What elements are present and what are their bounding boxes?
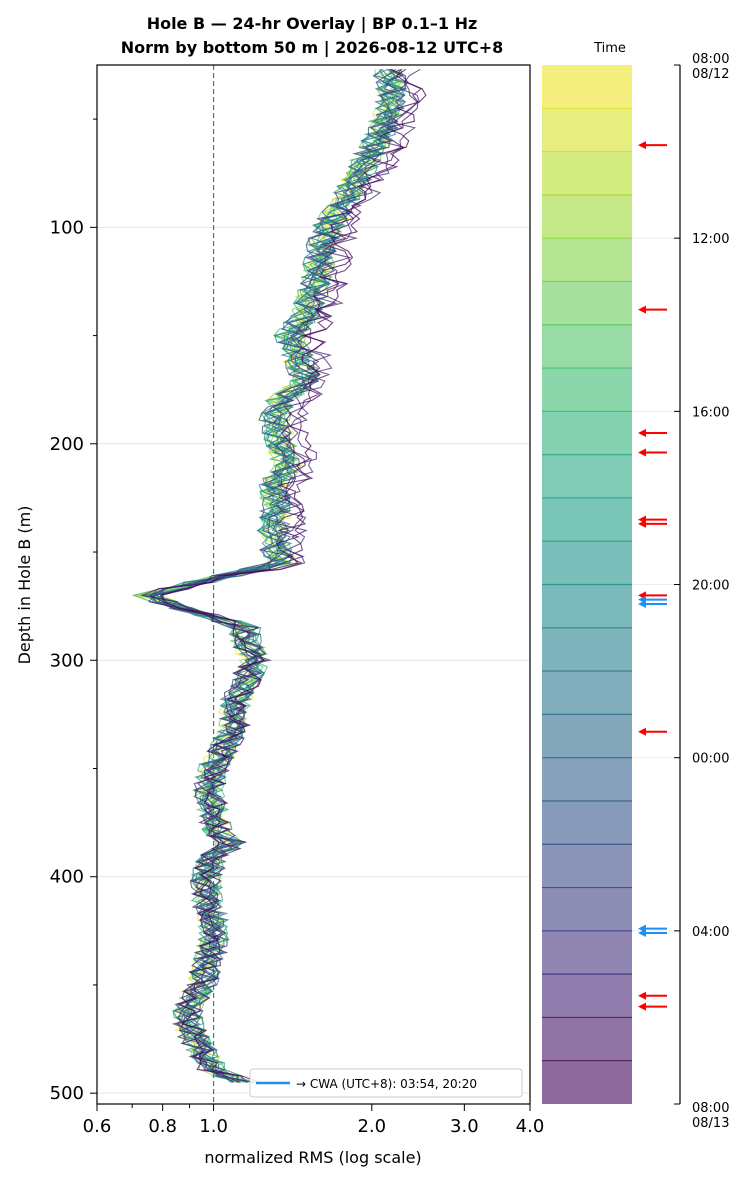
colorbar-band-15 bbox=[542, 714, 632, 758]
profile-curves bbox=[132, 68, 427, 1083]
series-line-17 bbox=[158, 68, 407, 1083]
event-arrow-red-7 bbox=[638, 727, 667, 736]
series-line-5 bbox=[140, 68, 400, 1083]
colorbar-band-22 bbox=[542, 1017, 632, 1061]
series-line-13 bbox=[153, 68, 407, 1083]
series-line-21 bbox=[148, 68, 421, 1083]
series-line-2 bbox=[139, 68, 404, 1083]
series-line-11 bbox=[150, 69, 406, 1083]
event-arrow-blue-1 bbox=[638, 599, 667, 608]
colorbar-band-21 bbox=[542, 974, 632, 1018]
colorbar-band-20 bbox=[542, 930, 632, 975]
colorbar-band-13 bbox=[542, 627, 632, 672]
event-arrow-red-8 bbox=[638, 991, 667, 1000]
x-axis: 0.6 0.8 1.0 2.0 3.0 4.0 bbox=[83, 1104, 545, 1137]
colorbar-band-1 bbox=[542, 108, 632, 152]
colorbar-band-0 bbox=[542, 65, 632, 109]
x-tick-label-2: 1.0 bbox=[199, 1116, 228, 1137]
series-line-3 bbox=[141, 68, 405, 1083]
series-line-14 bbox=[144, 68, 407, 1083]
series-line-15 bbox=[151, 68, 407, 1083]
event-arrow-red-0 bbox=[638, 141, 667, 150]
y-axis: 100 200 300 400 500 bbox=[50, 118, 97, 1104]
colorbar-band-23 bbox=[542, 1060, 632, 1104]
x-axis-label: normalized RMS (log scale) bbox=[204, 1148, 421, 1167]
series-line-0 bbox=[132, 68, 404, 1083]
colorbar-band-16 bbox=[542, 757, 632, 801]
x-tick-label-5: 4.0 bbox=[516, 1116, 545, 1137]
colorbar-tick-label-0: 08:00 08/12 bbox=[692, 52, 729, 82]
series-line-8 bbox=[155, 68, 403, 1083]
colorbar-tick-label-4: 00:00 bbox=[692, 752, 729, 767]
series-line-19 bbox=[160, 69, 406, 1083]
colorbar-band-7 bbox=[542, 368, 632, 412]
y-tick-label-1: 200 bbox=[50, 434, 84, 455]
series-line-23 bbox=[160, 68, 427, 1083]
colorbar-tick-label-3: 20:00 bbox=[692, 579, 729, 594]
event-arrow-red-9 bbox=[638, 1002, 667, 1011]
colorbar-band-14 bbox=[542, 671, 632, 715]
y-axis-label: Depth in Hole B (m) bbox=[15, 506, 34, 665]
colorbar-band-3 bbox=[542, 194, 632, 239]
y-tick-label-2: 300 bbox=[50, 650, 84, 671]
colorbar-band-12 bbox=[542, 584, 632, 628]
series-line-20 bbox=[148, 68, 420, 1083]
series-line-10 bbox=[149, 68, 402, 1083]
series-line-7 bbox=[146, 68, 402, 1083]
series-line-18 bbox=[161, 68, 398, 1083]
colorbar-tick-label-1: 12:00 bbox=[692, 232, 729, 247]
x-tick-label-1: 0.8 bbox=[148, 1116, 177, 1137]
x-tick-label-4: 3.0 bbox=[450, 1116, 479, 1137]
event-arrow-red-5 bbox=[638, 519, 667, 528]
series-line-6 bbox=[142, 69, 408, 1083]
series-line-12 bbox=[150, 69, 397, 1083]
colorbar bbox=[542, 65, 680, 1104]
colorbar-band-5 bbox=[542, 281, 632, 325]
colorbar-band-6 bbox=[542, 324, 632, 369]
colorbar-tick-label-6: 08:00 08/13 bbox=[692, 1101, 729, 1131]
series-line-16 bbox=[150, 68, 406, 1083]
series-line-1 bbox=[159, 69, 400, 1083]
event-arrow-red-3 bbox=[638, 448, 667, 457]
event-arrow-blue-3 bbox=[638, 928, 667, 937]
x-tick-label-0: 0.6 bbox=[83, 1116, 112, 1137]
x-tick-label-3: 2.0 bbox=[357, 1116, 386, 1137]
y-tick-label-3: 400 bbox=[50, 867, 84, 888]
event-arrow-red-1 bbox=[638, 305, 667, 314]
chart-title-line-1: Hole B — 24-hr Overlay | BP 0.1–1 Hz bbox=[147, 14, 478, 34]
colorbar-band-8 bbox=[542, 411, 632, 455]
colorbar-band-4 bbox=[542, 238, 632, 282]
legend-label: → CWA (UTC+8): 03:54, 20:20 bbox=[296, 1077, 477, 1091]
colorbar-band-17 bbox=[542, 800, 632, 845]
colorbar-band-9 bbox=[542, 454, 632, 498]
legend-box bbox=[249, 1068, 523, 1098]
colorbar-band-18 bbox=[542, 844, 632, 888]
colorbar-band-2 bbox=[542, 151, 632, 195]
colorbar-title: Time bbox=[593, 41, 626, 56]
plot-grid bbox=[97, 226, 530, 1094]
series-line-22 bbox=[140, 68, 423, 1083]
colorbar-band-10 bbox=[542, 497, 632, 542]
colorbar-axis: 08:00 08/12 12:00 16:00 20:00 00:00 04:00 08:00… bbox=[674, 52, 729, 1131]
event-arrow-red-2 bbox=[638, 428, 667, 437]
colorbar-band-19 bbox=[542, 887, 632, 931]
y-tick-label-4: 500 bbox=[50, 1083, 84, 1104]
plot-frame bbox=[96, 64, 531, 1105]
series-line-4 bbox=[137, 69, 404, 1083]
colorbar-band-11 bbox=[542, 541, 632, 585]
chart-title-line-2: Norm by bottom 50 m | 2026-08-12 UTC+8 bbox=[121, 38, 504, 58]
event-markers bbox=[638, 141, 667, 1011]
colorbar-tick-label-5: 04:00 bbox=[692, 925, 729, 940]
legend: → CWA (UTC+8): 03:54, 20:20 bbox=[249, 1068, 523, 1098]
colorbar-tick-label-2: 16:00 bbox=[692, 405, 729, 420]
y-tick-label-0: 100 bbox=[50, 217, 84, 238]
series-line-9 bbox=[132, 68, 406, 1083]
